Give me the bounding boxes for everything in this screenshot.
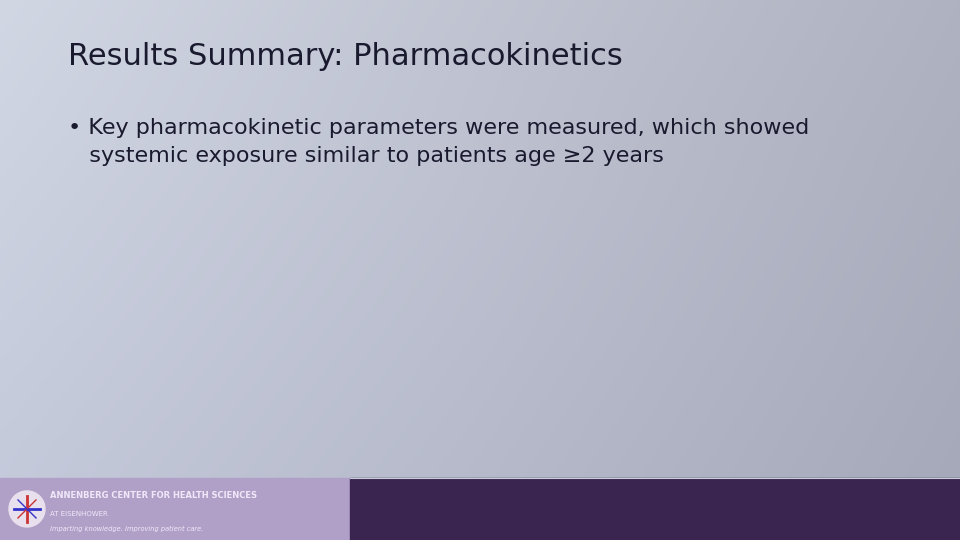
Bar: [350, 478, 960, 540]
Bar: [0, 478, 350, 540]
Text: Results Summary: Pharmacokinetics: Results Summary: Pharmacokinetics: [68, 42, 623, 71]
Text: • Key pharmacokinetic parameters were measured, which showed: • Key pharmacokinetic parameters were me…: [68, 118, 809, 138]
Text: ANNENBERG CENTER FOR HEALTH SCIENCES: ANNENBERG CENTER FOR HEALTH SCIENCES: [50, 491, 257, 500]
Circle shape: [9, 491, 45, 527]
Text: AT EISENHOWER: AT EISENHOWER: [50, 511, 108, 517]
Text: Imparting knowledge. Improving patient care.: Imparting knowledge. Improving patient c…: [50, 526, 204, 532]
Text: systemic exposure similar to patients age ≥2 years: systemic exposure similar to patients ag…: [68, 146, 664, 166]
